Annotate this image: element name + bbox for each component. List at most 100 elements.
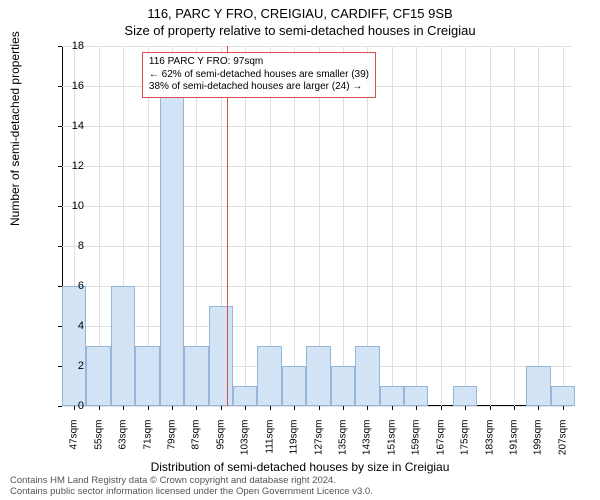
x-tick-label: 135sqm	[337, 420, 348, 480]
page-subtitle: Size of property relative to semi-detach…	[0, 21, 600, 38]
grid-line	[62, 286, 572, 287]
grid-line	[62, 126, 572, 127]
x-tick-label: 55sqm	[93, 420, 104, 480]
legend-line-1: 116 PARC Y FRO: 97sqm	[149, 56, 369, 69]
grid-line	[62, 206, 572, 207]
histogram-bar	[135, 346, 159, 406]
x-tick-label: 175sqm	[460, 420, 471, 480]
y-tick-label: 18	[54, 40, 84, 52]
x-tick-mark	[563, 406, 564, 410]
grid-line	[62, 246, 572, 247]
plot-area	[62, 46, 572, 406]
x-tick-label: 127sqm	[313, 420, 324, 480]
x-tick-label: 95sqm	[215, 420, 226, 480]
x-tick-mark	[441, 406, 442, 410]
histogram-bar	[184, 346, 208, 406]
x-tick-label: 63sqm	[118, 420, 129, 480]
x-tick-mark	[465, 406, 466, 410]
grid-line	[62, 166, 572, 167]
histogram-bar	[380, 386, 404, 406]
y-tick-label: 16	[54, 80, 84, 92]
grid-line	[62, 406, 572, 407]
x-tick-label: 103sqm	[240, 420, 251, 480]
grid-line	[245, 46, 246, 406]
x-tick-label: 199sqm	[533, 420, 544, 480]
grid-line	[294, 46, 295, 406]
grid-line	[538, 46, 539, 406]
grid-line	[465, 46, 466, 406]
marker-line	[227, 46, 228, 406]
y-tick-label: 14	[54, 120, 84, 132]
x-tick-label: 119sqm	[289, 420, 300, 480]
chart-area: 116 PARC Y FRO: 97sqm ← 62% of semi-deta…	[62, 46, 572, 406]
legend-box: 116 PARC Y FRO: 97sqm ← 62% of semi-deta…	[142, 52, 376, 98]
histogram-bar	[86, 346, 110, 406]
histogram-bar	[111, 286, 135, 406]
x-tick-mark	[416, 406, 417, 410]
grid-line	[343, 46, 344, 406]
y-tick-label: 10	[54, 200, 84, 212]
x-tick-label: 47sqm	[69, 420, 80, 480]
legend-line-3: 38% of semi-detached houses are larger (…	[149, 81, 369, 94]
chart-container: 116, PARC Y FRO, CREIGIAU, CARDIFF, CF15…	[0, 0, 600, 500]
x-tick-mark	[196, 406, 197, 410]
histogram-bar	[404, 386, 428, 406]
x-tick-mark	[343, 406, 344, 410]
y-tick-label: 2	[54, 360, 84, 372]
y-tick-label: 0	[54, 400, 84, 412]
x-tick-label: 159sqm	[411, 420, 422, 480]
x-tick-mark	[148, 406, 149, 410]
legend-line-2: ← 62% of semi-detached houses are smalle…	[149, 69, 369, 82]
x-tick-label: 191sqm	[508, 420, 519, 480]
histogram-bar	[257, 346, 281, 406]
x-tick-label: 167sqm	[435, 420, 446, 480]
grid-line	[416, 46, 417, 406]
x-tick-label: 87sqm	[191, 420, 202, 480]
x-tick-label: 111sqm	[264, 420, 275, 480]
x-tick-label: 143sqm	[362, 420, 373, 480]
x-tick-label: 207sqm	[557, 420, 568, 480]
histogram-bar	[233, 386, 257, 406]
x-tick-mark	[270, 406, 271, 410]
x-tick-mark	[319, 406, 320, 410]
grid-line	[490, 46, 491, 406]
x-tick-mark	[514, 406, 515, 410]
x-tick-mark	[490, 406, 491, 410]
histogram-bar	[160, 66, 184, 406]
grid-line	[62, 46, 572, 47]
grid-line	[514, 46, 515, 406]
x-tick-mark	[392, 406, 393, 410]
histogram-bar	[331, 366, 355, 406]
x-tick-label: 71sqm	[142, 420, 153, 480]
x-tick-label: 151sqm	[386, 420, 397, 480]
x-tick-mark	[123, 406, 124, 410]
page-title: 116, PARC Y FRO, CREIGIAU, CARDIFF, CF15…	[0, 0, 600, 21]
y-axis-label: Number of semi-detached properties	[8, 31, 22, 226]
histogram-bar	[282, 366, 306, 406]
x-tick-mark	[221, 406, 222, 410]
credit-line-2: Contains public sector information licen…	[10, 487, 373, 498]
y-tick-label: 4	[54, 320, 84, 332]
grid-line	[392, 46, 393, 406]
histogram-bar	[306, 346, 330, 406]
histogram-bar	[453, 386, 477, 406]
y-tick-label: 12	[54, 160, 84, 172]
x-tick-mark	[294, 406, 295, 410]
histogram-bar	[62, 286, 86, 406]
x-tick-label: 183sqm	[484, 420, 495, 480]
histogram-bar	[551, 386, 575, 406]
x-tick-mark	[99, 406, 100, 410]
grid-line	[62, 326, 572, 327]
grid-line	[441, 46, 442, 406]
x-tick-mark	[245, 406, 246, 410]
x-tick-mark	[172, 406, 173, 410]
histogram-bar	[355, 346, 379, 406]
x-tick-mark	[367, 406, 368, 410]
x-tick-label: 79sqm	[166, 420, 177, 480]
y-tick-label: 8	[54, 240, 84, 252]
grid-line	[563, 46, 564, 406]
histogram-bar	[209, 306, 233, 406]
y-tick-label: 6	[54, 280, 84, 292]
histogram-bar	[526, 366, 550, 406]
x-tick-mark	[538, 406, 539, 410]
